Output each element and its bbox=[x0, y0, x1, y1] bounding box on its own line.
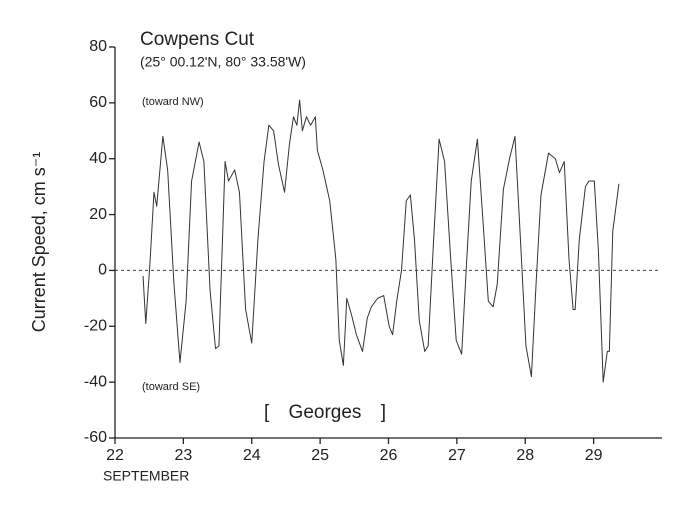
y-tick-label: 0 bbox=[98, 262, 107, 279]
x-tick-label: 24 bbox=[243, 447, 261, 464]
x-tick-label: 26 bbox=[380, 447, 398, 464]
x-tick-label: 23 bbox=[174, 447, 192, 464]
y-tick-label: -60 bbox=[84, 429, 107, 446]
x-axis-label: SEPTEMBER bbox=[103, 468, 189, 484]
y-tick-label: 20 bbox=[89, 206, 107, 223]
y-tick-label: 80 bbox=[89, 38, 107, 55]
data-line bbox=[142, 99, 620, 383]
x-tick-label: 29 bbox=[585, 447, 603, 464]
y-tick-label: -40 bbox=[84, 373, 107, 390]
x-tick-label: 28 bbox=[516, 447, 534, 464]
annotation: [ Georges ] bbox=[264, 402, 386, 423]
annotation: (toward NW) bbox=[142, 96, 204, 108]
x-tick-label: 25 bbox=[311, 447, 329, 464]
annotation: (toward SE) bbox=[142, 381, 200, 393]
chart-title: Cowpens Cut bbox=[140, 29, 255, 50]
y-tick-label: 40 bbox=[89, 150, 107, 167]
x-tick-label: 22 bbox=[106, 447, 124, 464]
x-tick-label: 27 bbox=[448, 447, 466, 464]
y-tick-label: 60 bbox=[89, 94, 107, 111]
chart-subtitle: (25° 00.12'N, 80° 33.58'W) bbox=[140, 54, 306, 70]
y-axis-label: Current Speed, cm s⁻¹ bbox=[29, 152, 49, 333]
y-tick-label: -20 bbox=[84, 318, 107, 335]
